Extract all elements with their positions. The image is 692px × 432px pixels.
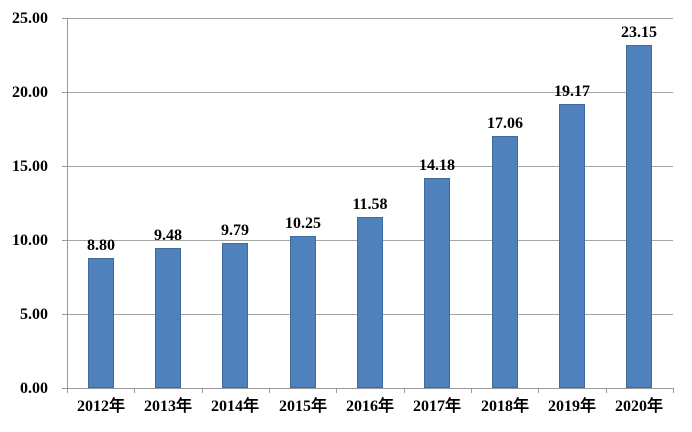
x-axis-category-label: 2016年 — [345, 398, 394, 415]
x-axis-tick — [67, 389, 68, 393]
y-axis-tick — [62, 388, 67, 389]
bar — [357, 217, 383, 388]
bar — [88, 258, 114, 388]
bar-value-label: 14.18 — [419, 157, 455, 174]
y-axis-tick — [62, 314, 67, 315]
x-axis-category-label: 2020年 — [614, 398, 663, 415]
x-axis-tick — [404, 389, 405, 393]
y-axis — [67, 18, 68, 389]
bar-value-label: 17.06 — [487, 115, 523, 132]
x-axis-category-label: 2012年 — [76, 398, 125, 415]
y-axis-tick — [62, 240, 67, 241]
x-axis-category-label: 2017年 — [412, 398, 461, 415]
x-axis-tick — [538, 389, 539, 393]
bar-value-label: 11.58 — [352, 196, 388, 213]
bar-value-label: 10.25 — [285, 215, 321, 232]
x-axis — [67, 388, 674, 389]
x-axis-category-label: 2015年 — [278, 398, 327, 415]
x-axis-tick — [606, 389, 607, 393]
bar — [626, 45, 652, 388]
x-axis-category-label: 2013年 — [143, 398, 192, 415]
x-axis-tick — [134, 389, 135, 393]
bar — [222, 243, 248, 388]
y-axis-tick-label: 5.00 — [20, 306, 48, 323]
x-axis-tick — [336, 389, 337, 393]
x-axis-tick — [673, 389, 674, 393]
x-axis-tick — [471, 389, 472, 393]
bar-value-label: 9.48 — [154, 227, 182, 244]
bar — [559, 104, 585, 388]
x-axis-tick — [269, 389, 270, 393]
y-axis-tick — [62, 166, 67, 167]
y-axis-tick-label: 15.00 — [12, 158, 48, 175]
x-axis-category-label: 2019年 — [547, 398, 596, 415]
y-axis-tick-label: 20.00 — [12, 84, 48, 101]
y-axis-tick-label: 10.00 — [12, 232, 48, 249]
bar-value-label: 8.80 — [87, 237, 115, 254]
bar — [424, 178, 450, 388]
x-axis-category-label: 2014年 — [210, 398, 259, 415]
x-axis-tick — [202, 389, 203, 393]
bar-value-label: 23.15 — [621, 24, 657, 41]
y-axis-tick-label: 0.00 — [20, 380, 48, 397]
gridline — [67, 166, 673, 167]
gridline — [67, 18, 673, 19]
bar — [290, 236, 316, 388]
x-axis-category-label: 2018年 — [480, 398, 529, 415]
gridline — [67, 92, 673, 93]
y-axis-tick-label: 25.00 — [12, 10, 48, 27]
bar-value-label: 9.79 — [221, 222, 249, 239]
y-axis-tick — [62, 18, 67, 19]
bar — [492, 136, 518, 388]
y-axis-tick — [62, 92, 67, 93]
bar-value-label: 19.17 — [554, 83, 590, 100]
bar — [155, 248, 181, 388]
